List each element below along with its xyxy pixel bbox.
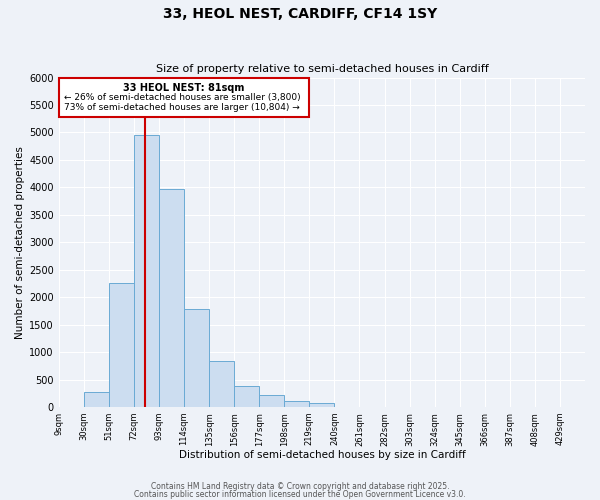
Bar [284, 402, 310, 407]
X-axis label: Distribution of semi-detached houses by size in Cardiff: Distribution of semi-detached houses by … [179, 450, 465, 460]
Bar [59, 78, 310, 117]
Bar [159, 189, 184, 407]
Bar [184, 308, 209, 407]
Text: 73% of semi-detached houses are larger (10,804) →: 73% of semi-detached houses are larger (… [64, 103, 299, 112]
Bar [209, 361, 234, 407]
Bar [259, 396, 284, 407]
Y-axis label: Number of semi-detached properties: Number of semi-detached properties [15, 146, 25, 338]
Bar [134, 135, 159, 407]
Text: ← 26% of semi-detached houses are smaller (3,800): ← 26% of semi-detached houses are smalle… [64, 93, 300, 102]
Text: 33, HEOL NEST, CARDIFF, CF14 1SY: 33, HEOL NEST, CARDIFF, CF14 1SY [163, 8, 437, 22]
Bar [109, 284, 134, 407]
Text: 33 HEOL NEST: 81sqm: 33 HEOL NEST: 81sqm [124, 83, 245, 93]
Text: Contains HM Land Registry data © Crown copyright and database right 2025.: Contains HM Land Registry data © Crown c… [151, 482, 449, 491]
Title: Size of property relative to semi-detached houses in Cardiff: Size of property relative to semi-detach… [155, 64, 488, 74]
Text: Contains public sector information licensed under the Open Government Licence v3: Contains public sector information licen… [134, 490, 466, 499]
Bar [310, 403, 334, 407]
Bar [234, 386, 259, 407]
Bar [84, 392, 109, 407]
